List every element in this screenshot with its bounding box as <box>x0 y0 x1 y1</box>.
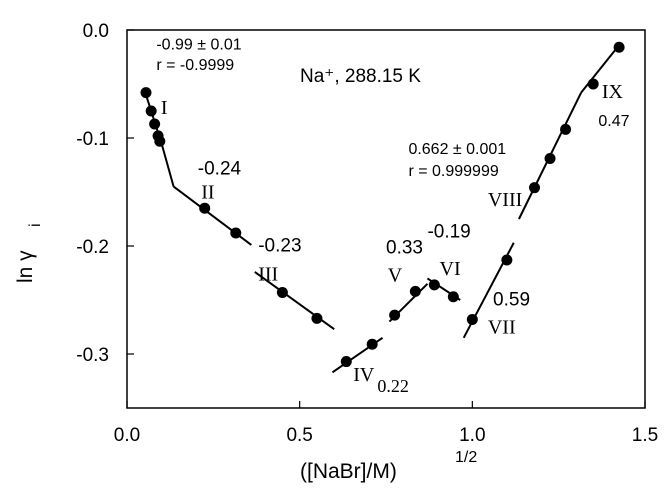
y-tick-label: 0.0 <box>83 21 109 42</box>
annotation-label-II: II <box>201 181 214 203</box>
data-point <box>409 285 421 297</box>
data-point <box>149 118 161 130</box>
annotation-fit-I-r: r = -0.9999 <box>156 57 234 74</box>
annotation-label-VIII: VIII <box>488 189 522 211</box>
annotation-slope-V: 0.33 <box>386 238 423 259</box>
data-point <box>466 313 478 325</box>
data-point <box>154 135 166 147</box>
data-point <box>560 123 572 135</box>
annotation-label-VII: VII <box>488 316 516 338</box>
fit-line-I-II <box>160 143 175 187</box>
data-point <box>613 41 625 53</box>
annotation-fit-VIII-slope: 0.662 ± 0.001 <box>408 141 506 158</box>
y-axis-title-group: ln γ i <box>14 223 44 283</box>
x-axis-title: ([NaBr]/M) <box>300 460 397 483</box>
data-point <box>389 309 401 321</box>
x-tick-label: 1.5 <box>632 425 658 446</box>
y-tick-label: -0.3 <box>76 345 109 366</box>
annotation-slope-III: -0.23 <box>258 235 301 256</box>
data-point <box>340 356 352 368</box>
data-point <box>140 87 152 99</box>
data-point <box>199 202 211 214</box>
data-point <box>544 153 556 165</box>
data-point <box>447 291 459 303</box>
annotation-label-I: I <box>161 97 168 119</box>
y-axis-title-sub: i <box>27 223 44 227</box>
annotation-slope-IV: 0.22 <box>377 376 409 396</box>
annotation-slope-VII: 0.59 <box>493 289 530 310</box>
data-point <box>528 182 540 194</box>
data-point <box>230 227 242 239</box>
data-point <box>145 105 157 117</box>
data-point <box>501 254 513 266</box>
fit-lines <box>143 42 622 374</box>
annotation-fit-VIII-r: r = 0.999999 <box>408 163 498 180</box>
annotation-slope-VI: -0.19 <box>427 221 470 242</box>
plot-frame <box>126 29 646 409</box>
data-point <box>276 286 288 298</box>
x-tick-label: 0.0 <box>114 425 140 446</box>
x-tick-label: 1.0 <box>459 425 485 446</box>
annotation-label-V: V <box>388 265 403 287</box>
x-tick-label: 0.5 <box>286 425 312 446</box>
data-point <box>366 338 378 350</box>
annotation-label-III: III <box>258 264 278 286</box>
y-tick-label: -0.1 <box>76 129 109 150</box>
axis-ticks: 0.0 0.5 1.0 1.5 0.0 -0.1 -0.2 -0.3 <box>76 21 658 446</box>
data-point <box>428 279 440 291</box>
annotation-label-IV: IV <box>353 364 375 386</box>
y-axis-title: ln γ <box>14 250 37 283</box>
annotation-label-VI: VI <box>440 258 461 280</box>
x-axis-title-sup: 1/2 <box>455 449 477 466</box>
annotation-slope-IX: 0.47 <box>598 113 629 130</box>
annotation-label-IX: IX <box>602 81 624 103</box>
chart-annotation-title: Na⁺, 288.15 K <box>300 66 421 87</box>
y-tick-label: -0.2 <box>76 237 109 258</box>
annotation-fit-I-slope: -0.99 ± 0.01 <box>156 36 241 53</box>
data-point <box>587 78 599 90</box>
data-point <box>311 312 323 324</box>
data-points <box>140 41 625 368</box>
annotation-slope-II: -0.24 <box>198 159 242 180</box>
